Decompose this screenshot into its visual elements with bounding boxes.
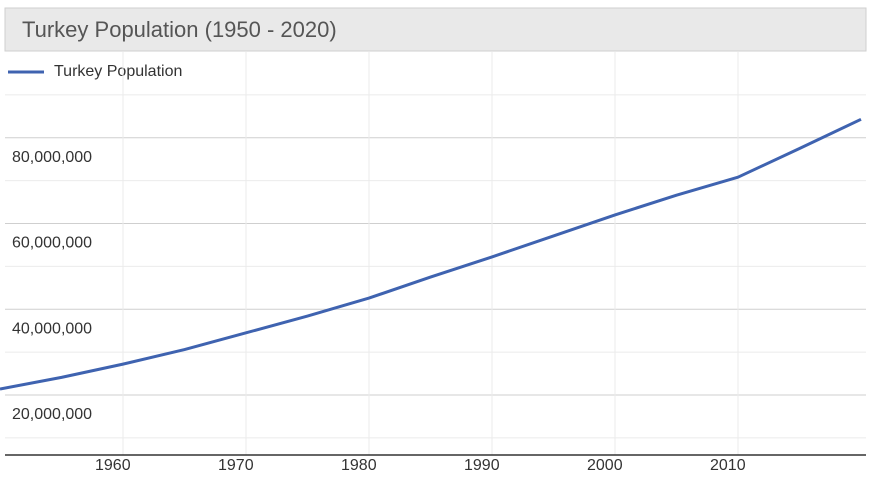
chart-title: Turkey Population (1950 - 2020) — [22, 17, 337, 42]
y-tick-label: 80,000,000 — [12, 149, 92, 166]
x-tick-label: 1990 — [464, 457, 500, 474]
x-tick-label: 2000 — [587, 457, 623, 474]
y-tick-label: 20,000,000 — [12, 406, 92, 423]
title-box — [4, 7, 867, 52]
x-tick-label: 2010 — [710, 457, 746, 474]
line — [0, 117, 862, 391]
x-tick-label: 1970 — [218, 457, 254, 474]
grid: 20,000,000 40,000,000 60,000,000 80,000,000… — [5, 52, 866, 474]
legend-label: Turkey Population — [54, 63, 182, 80]
plot — [0, 117, 862, 391]
y-tick-label: 60,000,000 — [12, 235, 92, 252]
x-tick-label: 1980 — [341, 457, 377, 474]
y-tick-label: 40,000,000 — [12, 320, 92, 337]
x-tick-label: 1960 — [95, 457, 131, 474]
